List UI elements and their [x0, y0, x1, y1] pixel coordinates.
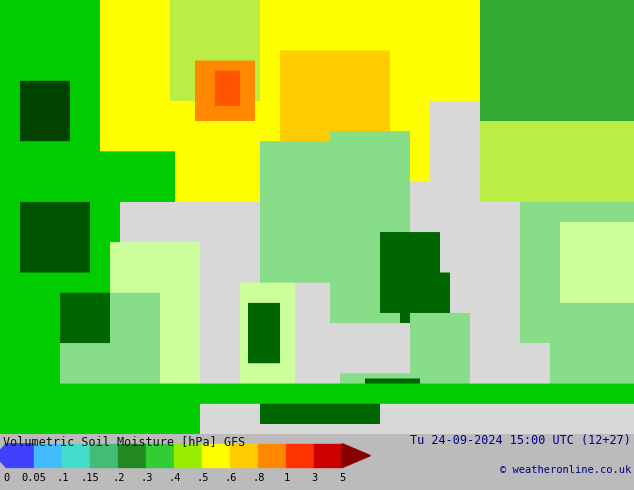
Text: 0: 0	[3, 473, 10, 483]
Text: 3: 3	[311, 473, 318, 483]
Text: © weatheronline.co.uk: © weatheronline.co.uk	[500, 465, 631, 475]
Polygon shape	[91, 444, 119, 467]
Text: Volumetric Soil Moisture [hPa] GFS: Volumetric Soil Moisture [hPa] GFS	[3, 435, 245, 448]
Polygon shape	[287, 444, 314, 467]
Polygon shape	[119, 444, 146, 467]
Text: .15: .15	[81, 473, 100, 483]
Text: 1: 1	[283, 473, 290, 483]
Text: .5: .5	[196, 473, 209, 483]
Polygon shape	[202, 444, 230, 467]
Polygon shape	[146, 444, 174, 467]
Polygon shape	[259, 444, 287, 467]
Text: .8: .8	[252, 473, 264, 483]
Text: Tu 24-09-2024 15:00 UTC (12+27): Tu 24-09-2024 15:00 UTC (12+27)	[410, 434, 631, 447]
Polygon shape	[62, 444, 90, 467]
Text: .2: .2	[112, 473, 125, 483]
Polygon shape	[174, 444, 202, 467]
Polygon shape	[0, 444, 34, 467]
Text: .6: .6	[224, 473, 236, 483]
Text: 5: 5	[339, 473, 346, 483]
Polygon shape	[230, 444, 259, 467]
Polygon shape	[34, 444, 62, 467]
Text: .4: .4	[168, 473, 181, 483]
Polygon shape	[314, 444, 342, 467]
Polygon shape	[342, 444, 370, 467]
Text: .1: .1	[56, 473, 68, 483]
Text: 0.05: 0.05	[22, 473, 47, 483]
Text: .3: .3	[140, 473, 153, 483]
